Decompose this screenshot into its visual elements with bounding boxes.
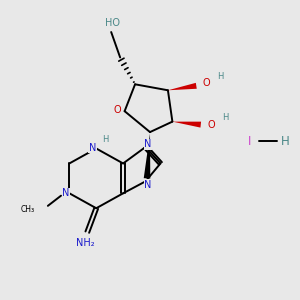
Text: N: N: [62, 188, 70, 198]
Text: N: N: [144, 139, 152, 149]
Text: H: H: [102, 135, 108, 144]
Text: HO: HO: [105, 18, 120, 28]
Text: N: N: [89, 143, 96, 153]
Text: I: I: [248, 134, 252, 148]
Text: O: O: [113, 105, 121, 115]
Text: H: H: [222, 113, 228, 122]
Text: H: H: [217, 72, 224, 81]
Text: CH₃: CH₃: [20, 205, 34, 214]
Text: O: O: [207, 120, 215, 130]
Polygon shape: [172, 122, 201, 128]
Polygon shape: [168, 83, 197, 90]
Text: N: N: [144, 180, 152, 190]
Text: NH₂: NH₂: [76, 238, 94, 248]
Polygon shape: [144, 134, 150, 178]
Text: O: O: [203, 78, 211, 88]
Text: H: H: [281, 134, 290, 148]
